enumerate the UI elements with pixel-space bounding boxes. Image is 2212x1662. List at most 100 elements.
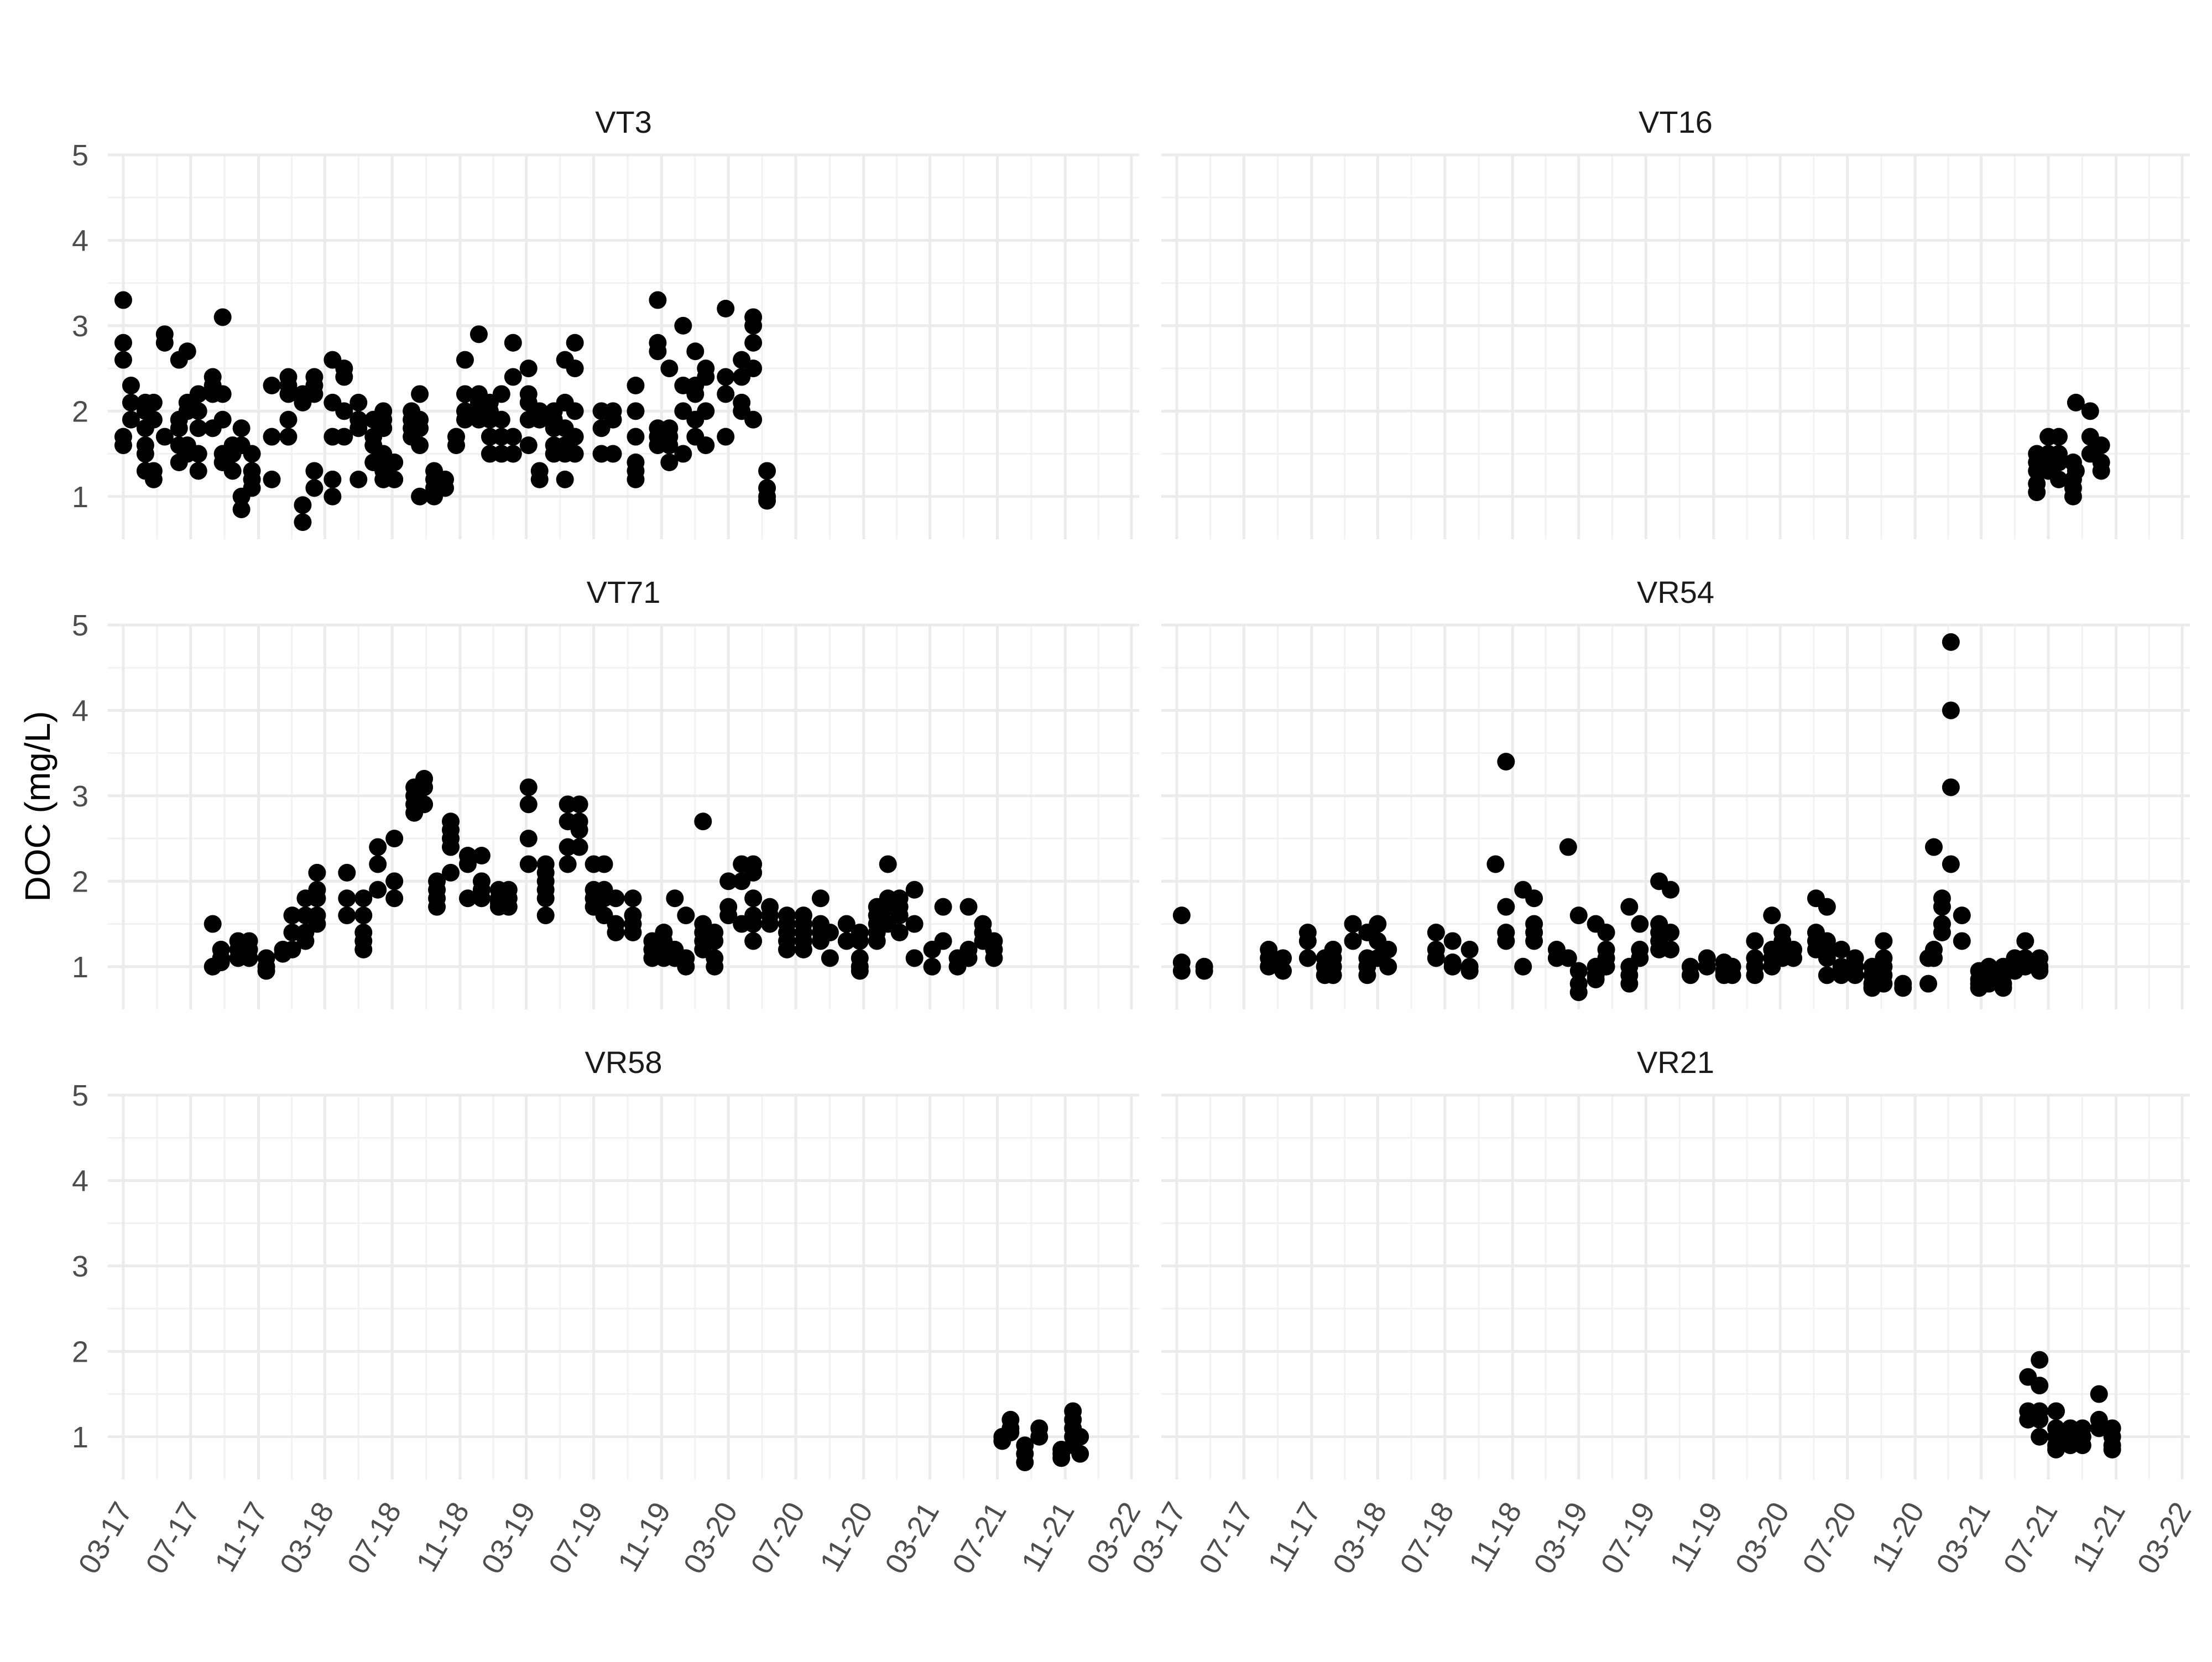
data-point bbox=[627, 377, 645, 394]
data-point bbox=[240, 949, 258, 967]
x-tick-label: 11-19 bbox=[1663, 1497, 1729, 1577]
data-point bbox=[1933, 924, 1951, 941]
data-point bbox=[1358, 966, 1376, 984]
data-point bbox=[717, 385, 735, 403]
data-point bbox=[411, 436, 429, 455]
data-point bbox=[604, 445, 622, 463]
x-tick-label: 03-19 bbox=[475, 1497, 542, 1580]
data-point bbox=[2092, 436, 2110, 455]
data-point bbox=[243, 479, 261, 497]
data-point bbox=[717, 368, 735, 386]
data-point bbox=[1980, 975, 1998, 993]
facet-title-vt3: VT3 bbox=[595, 105, 652, 139]
data-point bbox=[758, 492, 776, 510]
data-point bbox=[308, 889, 326, 908]
data-point bbox=[2064, 487, 2082, 506]
data-point bbox=[458, 855, 477, 873]
data-point bbox=[666, 889, 684, 908]
data-point bbox=[263, 428, 281, 446]
data-point bbox=[338, 863, 356, 882]
data-point bbox=[1569, 983, 1588, 1002]
data-point bbox=[1785, 949, 1803, 967]
data-point bbox=[660, 436, 679, 455]
data-point bbox=[1942, 778, 1960, 796]
data-point bbox=[1597, 957, 1615, 976]
panel-grid-vt71 bbox=[108, 623, 1139, 1009]
data-point bbox=[349, 393, 368, 411]
x-tick-label: 11-17 bbox=[1261, 1497, 1327, 1577]
data-point bbox=[279, 428, 298, 446]
data-point bbox=[868, 932, 886, 950]
data-point bbox=[189, 445, 207, 463]
data-point bbox=[624, 924, 642, 941]
data-point bbox=[1994, 979, 2012, 997]
data-point bbox=[335, 368, 353, 386]
data-point bbox=[607, 924, 625, 941]
data-point bbox=[2050, 470, 2068, 488]
data-point bbox=[1620, 898, 1639, 916]
data-point bbox=[308, 915, 326, 933]
data-point bbox=[1260, 957, 1278, 976]
data-point bbox=[155, 428, 174, 446]
x-tick-label: 11-18 bbox=[1463, 1497, 1528, 1577]
data-point bbox=[122, 377, 140, 394]
data-point bbox=[821, 949, 839, 967]
data-point bbox=[504, 368, 522, 386]
data-point bbox=[385, 889, 404, 908]
data-point bbox=[851, 932, 869, 950]
x-tick-label: 03-22 bbox=[2131, 1497, 2198, 1580]
data-point bbox=[837, 915, 855, 933]
x-tick-label: 11-21 bbox=[1015, 1497, 1081, 1577]
y-tick-label: 4 bbox=[72, 224, 88, 257]
data-point bbox=[697, 436, 715, 455]
data-point bbox=[338, 906, 356, 925]
data-point bbox=[305, 385, 324, 403]
x-tick-label: 03-17 bbox=[72, 1497, 139, 1580]
data-point bbox=[837, 932, 855, 950]
data-point bbox=[283, 940, 301, 958]
data-point bbox=[2050, 454, 2068, 471]
data-point bbox=[385, 830, 404, 848]
data-point bbox=[1071, 1445, 1089, 1463]
data-point bbox=[122, 393, 140, 411]
data-point bbox=[1942, 633, 1960, 651]
data-point bbox=[456, 385, 474, 403]
x-tick-label: 03-20 bbox=[677, 1497, 744, 1580]
data-point bbox=[649, 342, 667, 361]
data-point bbox=[1427, 949, 1445, 967]
y-tick-label: 3 bbox=[72, 780, 88, 813]
data-point bbox=[1172, 962, 1191, 980]
data-point bbox=[2081, 402, 2099, 420]
data-point bbox=[566, 334, 584, 352]
panel-points-vr54 bbox=[1172, 633, 2049, 1002]
data-point bbox=[1443, 957, 1462, 976]
facet-title-vr58: VR58 bbox=[585, 1045, 662, 1080]
data-point bbox=[1620, 975, 1639, 993]
data-point bbox=[677, 906, 695, 925]
data-point bbox=[324, 470, 342, 488]
data-point bbox=[204, 915, 222, 933]
data-point bbox=[717, 428, 735, 446]
data-point bbox=[2092, 462, 2110, 480]
data-point bbox=[744, 316, 763, 335]
data-point bbox=[2031, 1351, 2049, 1369]
data-point bbox=[369, 855, 387, 873]
data-point bbox=[2067, 462, 2085, 480]
data-point bbox=[492, 385, 510, 403]
data-point bbox=[1933, 898, 1951, 916]
data-point bbox=[566, 402, 584, 420]
data-point bbox=[1369, 915, 1387, 933]
x-tick-label: 11-21 bbox=[2066, 1497, 2132, 1577]
data-point bbox=[2031, 1410, 2049, 1429]
data-point bbox=[411, 385, 429, 403]
data-point bbox=[660, 454, 679, 471]
data-point bbox=[744, 360, 763, 378]
data-point bbox=[2028, 483, 2046, 502]
data-point bbox=[1071, 1427, 1089, 1446]
data-point bbox=[1569, 906, 1588, 925]
data-point bbox=[122, 410, 140, 429]
x-tick-label: 07-19 bbox=[1595, 1497, 1662, 1580]
y-tick-label: 2 bbox=[72, 865, 88, 898]
data-point bbox=[469, 325, 488, 343]
